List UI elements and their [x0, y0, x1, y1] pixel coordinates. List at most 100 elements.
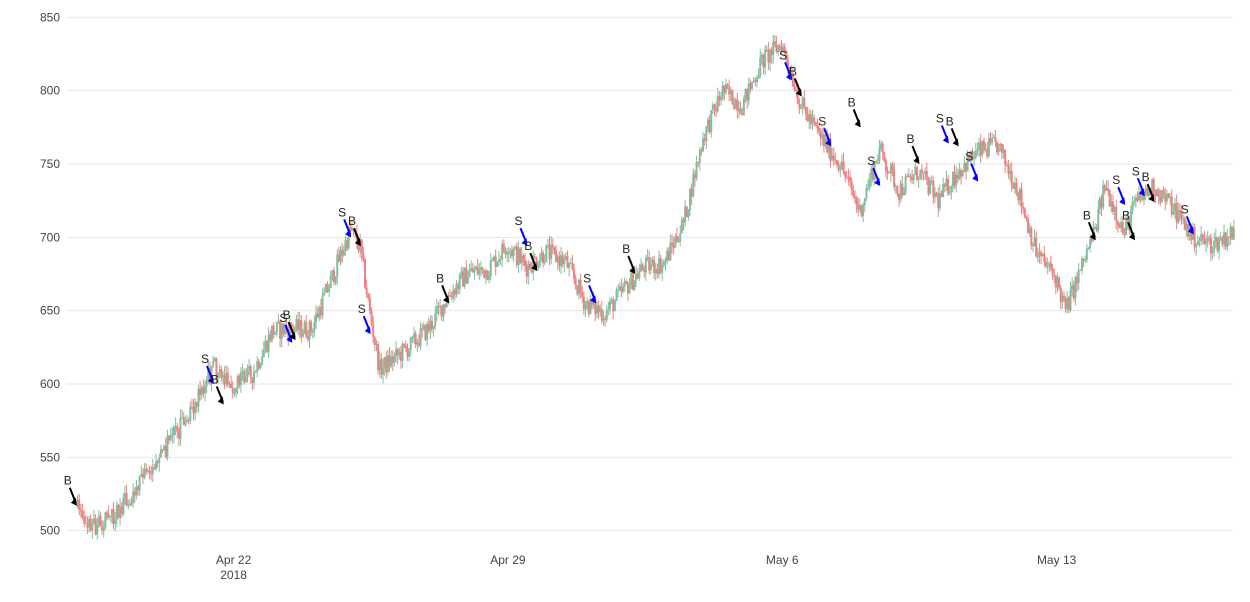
candle-down — [850, 181, 853, 191]
candle-down — [1224, 232, 1227, 247]
candle-up — [827, 138, 830, 153]
candle-up — [698, 149, 701, 163]
candle-up — [172, 427, 175, 435]
y-tick-label: 600 — [40, 377, 60, 391]
candle-down — [708, 119, 711, 133]
candle-down — [1136, 197, 1139, 201]
candle-down — [1201, 234, 1204, 239]
candle-up — [649, 264, 652, 271]
candle-up — [1048, 263, 1051, 267]
buy-signal: B — [283, 308, 296, 340]
sell-signal-label: S — [1112, 173, 1120, 187]
candle-up — [1031, 245, 1034, 247]
candle-up — [876, 161, 879, 163]
candle-down — [1004, 149, 1007, 165]
candle-up — [497, 259, 500, 262]
candle-down — [230, 383, 233, 388]
candle-down — [1027, 218, 1030, 234]
candle-down — [1079, 269, 1082, 271]
candle-up — [92, 518, 95, 524]
candle-down — [251, 377, 254, 383]
candle-down — [333, 270, 336, 283]
buy-arrowhead — [1148, 194, 1155, 203]
candle-down — [1203, 238, 1206, 244]
candle-up — [463, 267, 466, 287]
candle-down — [971, 150, 974, 160]
sell-arrowhead — [364, 326, 371, 335]
candle-down — [107, 514, 110, 518]
candle-up — [894, 186, 897, 188]
candle-up — [1174, 203, 1177, 212]
candle-down — [1053, 274, 1056, 277]
candle-down — [145, 468, 148, 472]
candle-up — [991, 137, 994, 143]
candle-up — [630, 272, 633, 286]
candle-down — [754, 80, 757, 82]
candle-down — [835, 160, 838, 165]
buy-signal-label: B — [348, 214, 356, 228]
candle-up — [933, 192, 936, 198]
candle-down — [481, 267, 484, 270]
buy-signal-label: B — [524, 239, 532, 253]
candle-up — [189, 406, 192, 421]
candle-down — [591, 299, 594, 305]
candle-down — [388, 355, 391, 367]
candle-down — [1100, 198, 1103, 208]
candle-down — [566, 256, 569, 268]
candle-down — [1095, 227, 1098, 231]
candle-up — [401, 343, 404, 361]
candle-up — [466, 276, 469, 284]
candle-up — [236, 376, 239, 388]
candle-down — [1005, 164, 1008, 166]
candle-down — [249, 366, 252, 378]
candle-up — [801, 97, 804, 108]
candle-up — [1205, 241, 1208, 244]
candle-down — [465, 267, 468, 284]
candle-up — [538, 260, 541, 266]
candle-up — [664, 260, 667, 263]
candle-down — [297, 319, 300, 331]
candle-down — [837, 164, 840, 171]
candle-up — [777, 45, 780, 53]
candle-up — [752, 80, 755, 82]
candle-up — [1013, 182, 1016, 189]
candle-up — [907, 175, 910, 178]
candle-up — [955, 174, 958, 186]
candle-down — [813, 117, 816, 122]
candle-down — [453, 290, 456, 295]
candle-up — [1211, 250, 1214, 254]
candle-down — [795, 90, 798, 92]
candle-down — [372, 324, 375, 338]
candle-down — [1170, 196, 1173, 215]
candle-down — [176, 425, 179, 432]
candle-up — [475, 266, 478, 270]
candle-down — [282, 323, 285, 334]
candle-down — [818, 128, 821, 132]
candle-up — [705, 126, 708, 142]
sell-signal-label: S — [338, 205, 346, 219]
buy-signal: B — [848, 95, 861, 128]
candle-up — [1046, 266, 1049, 268]
candle-down — [775, 44, 778, 53]
candle-down — [450, 296, 453, 298]
candle-down — [355, 232, 358, 244]
candle-up — [1002, 149, 1005, 153]
candle-down — [84, 523, 87, 525]
candle-up — [646, 257, 649, 259]
candle-up — [323, 292, 326, 296]
candle-up — [540, 252, 543, 261]
candle-down — [909, 175, 912, 178]
candle-down — [519, 248, 522, 263]
candle-up — [336, 254, 339, 278]
sell-signal-label: S — [779, 48, 787, 62]
candle-up — [1138, 193, 1141, 201]
candle-down — [1062, 295, 1065, 299]
candle-up — [669, 242, 672, 261]
candle-down — [643, 269, 646, 273]
candle-up — [711, 104, 714, 111]
candle-down — [528, 263, 531, 269]
buy-arrowhead — [217, 396, 224, 405]
candle-up — [123, 492, 126, 498]
sell-arrowhead — [1119, 197, 1126, 206]
